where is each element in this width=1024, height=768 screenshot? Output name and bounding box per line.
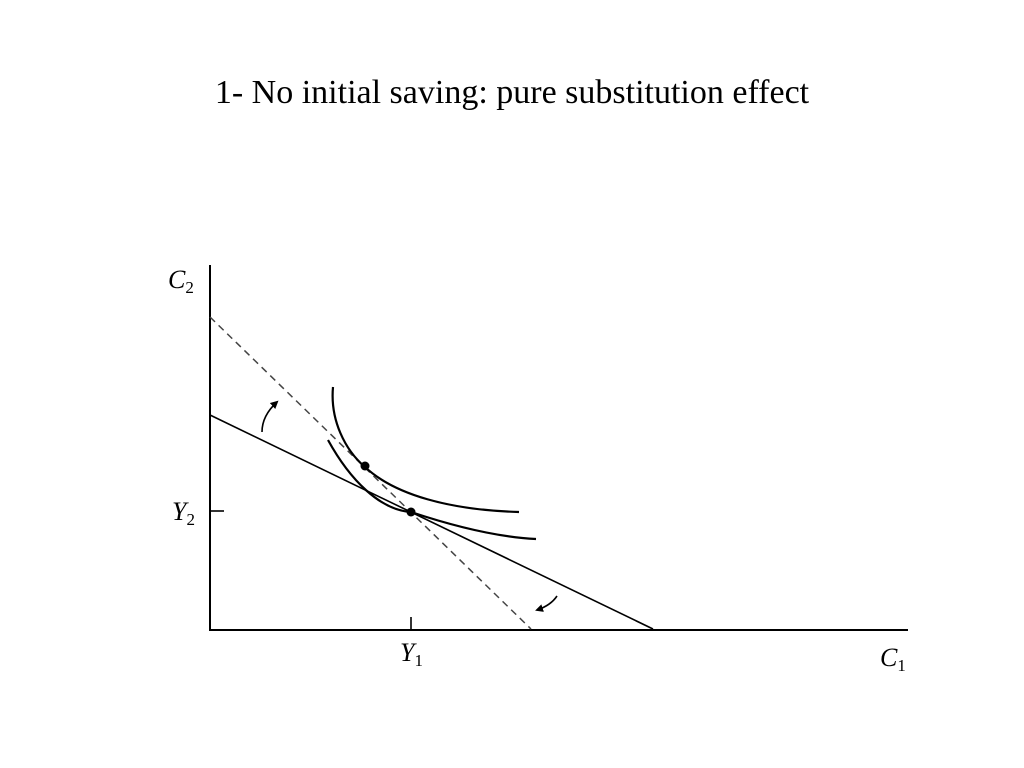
- original-budget-line: [209, 414, 654, 630]
- new-optimum-point: [360, 461, 370, 471]
- y-axis-label: C2: [168, 265, 194, 297]
- y1-tick-label: Y1: [400, 638, 423, 670]
- rotation-arrow-lower: [535, 595, 558, 612]
- y2-tick-label: Y2: [172, 497, 195, 529]
- new-budget-line: [209, 316, 532, 630]
- slide-title: 1- No initial saving: pure substitution …: [214, 74, 810, 111]
- x-axis-label: C1: [880, 643, 906, 675]
- endowment-point: [406, 507, 416, 517]
- indifference-curve-initial: [327, 439, 537, 541]
- indifference-curve-new: [331, 386, 520, 514]
- rotation-arrow-upper: [261, 400, 279, 433]
